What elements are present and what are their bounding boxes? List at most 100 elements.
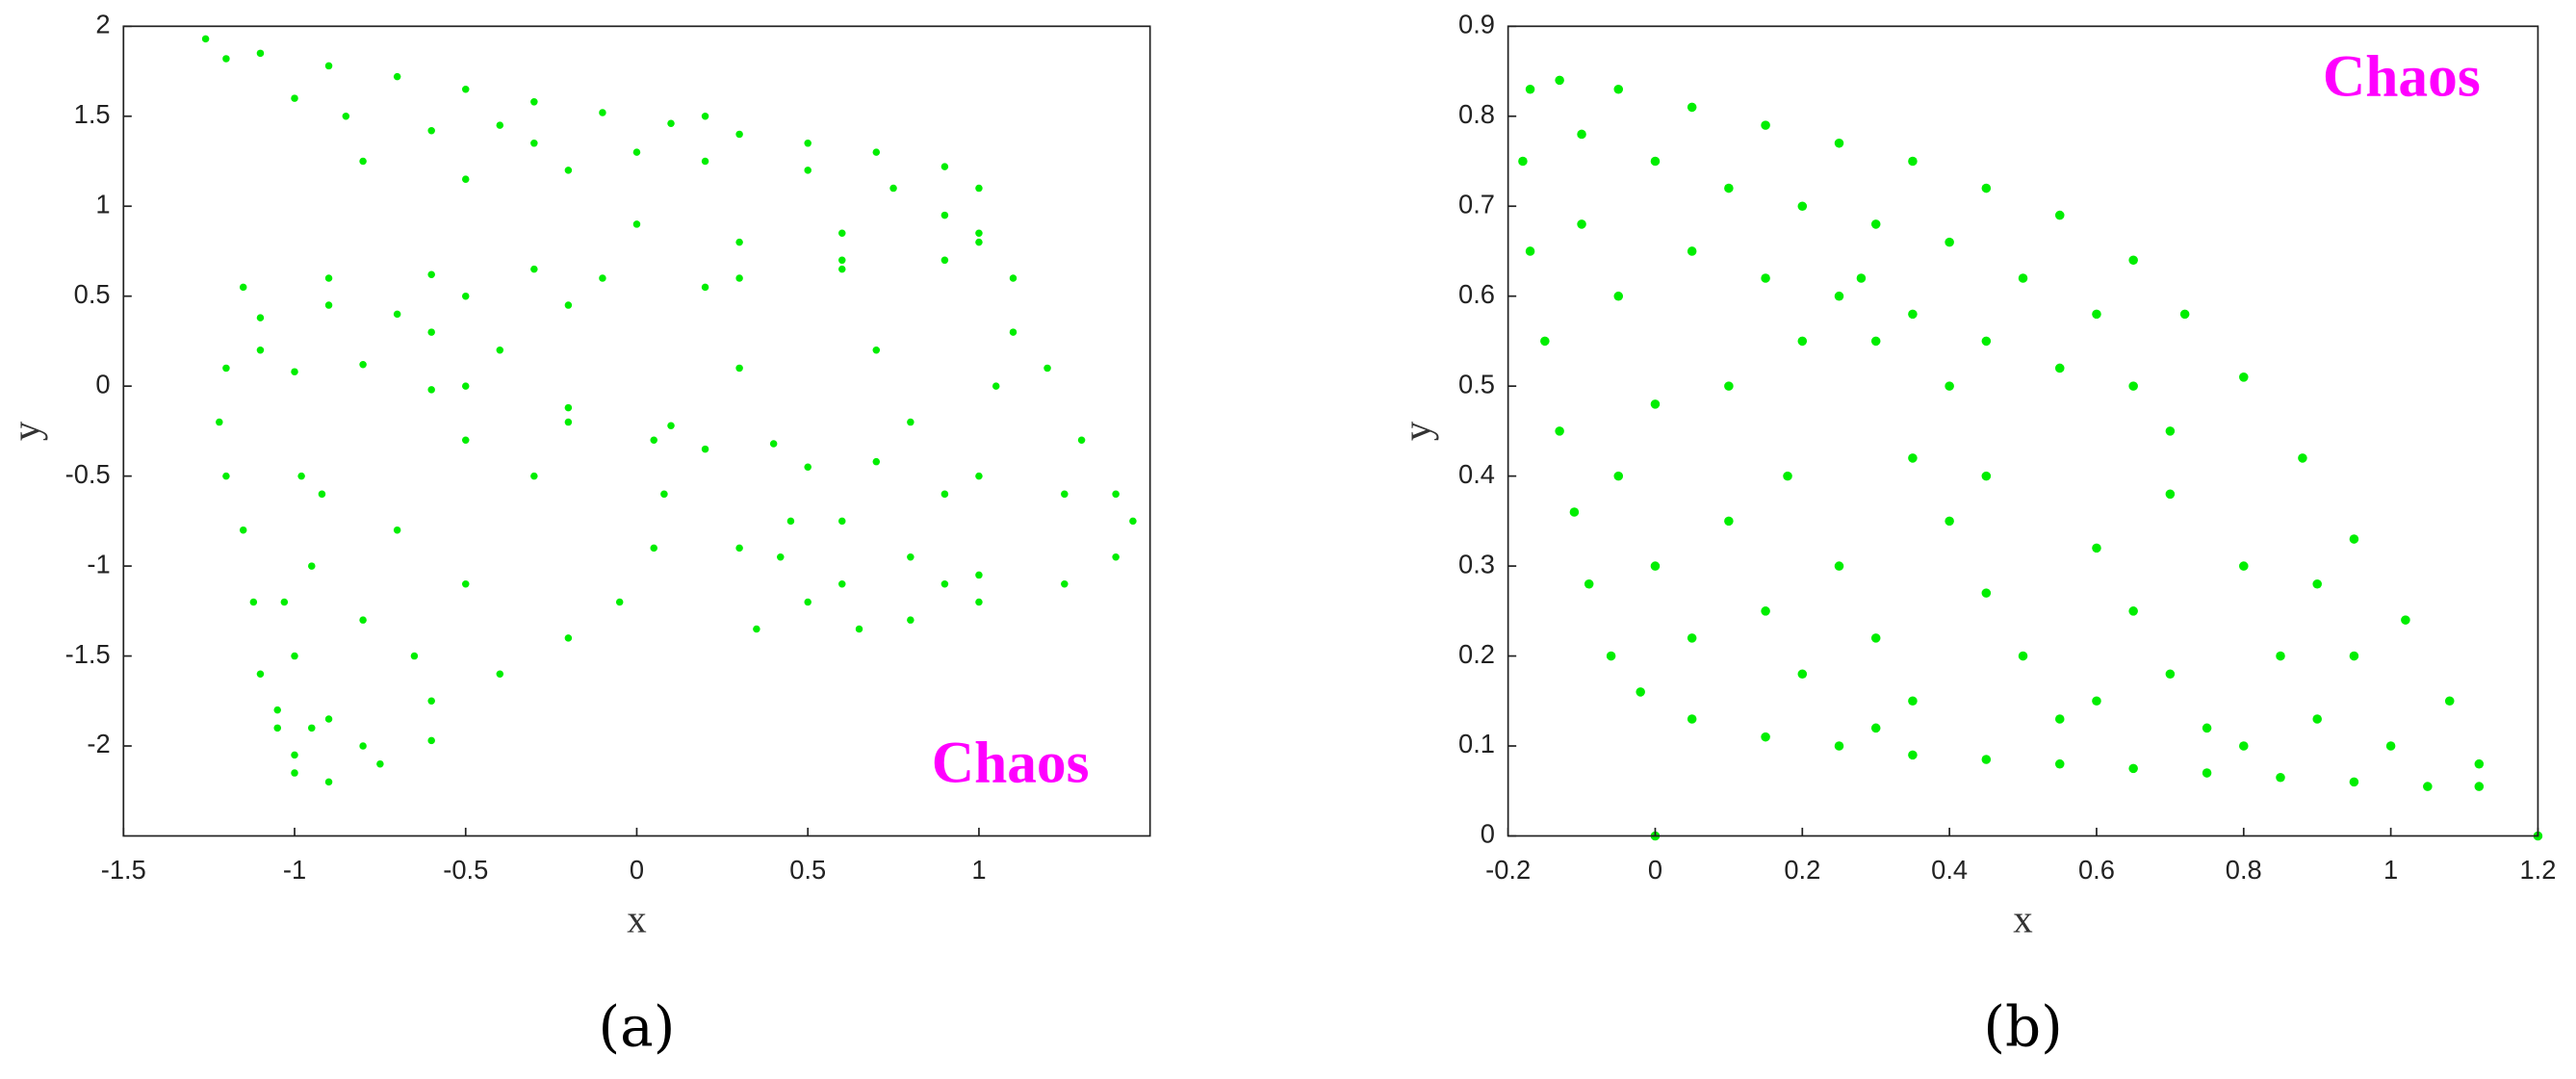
point	[804, 140, 811, 147]
point	[256, 670, 265, 678]
point	[1112, 490, 1120, 499]
point	[872, 347, 881, 354]
point	[359, 360, 367, 369]
point	[975, 184, 983, 193]
y-axis-title: y	[1396, 421, 1439, 441]
point	[786, 517, 795, 526]
point	[280, 598, 289, 606]
point	[222, 55, 230, 63]
point	[2054, 363, 2065, 373]
point	[804, 463, 811, 472]
plot-area	[123, 26, 1150, 836]
point	[530, 472, 538, 480]
point	[599, 109, 606, 116]
point	[496, 347, 504, 354]
point	[2349, 777, 2359, 787]
point	[222, 364, 230, 373]
point	[701, 445, 709, 453]
point	[2054, 714, 2065, 724]
point	[201, 35, 210, 43]
point	[1650, 399, 1661, 409]
point	[564, 418, 573, 426]
x-tick-label: 0	[1648, 855, 1662, 885]
y-tick-label: 0.1	[1458, 729, 1495, 758]
point	[1687, 102, 1697, 113]
point	[2092, 543, 2101, 553]
point	[2202, 768, 2212, 778]
point	[2202, 723, 2212, 733]
point	[1555, 75, 1564, 86]
point	[1981, 471, 1992, 481]
point	[1687, 246, 1697, 256]
y-tick-label: -1.5	[65, 639, 111, 669]
point	[632, 148, 641, 156]
point	[2054, 758, 2065, 769]
point	[838, 580, 846, 588]
point	[1761, 606, 1770, 616]
point	[907, 616, 914, 624]
point	[2165, 489, 2176, 500]
point	[804, 167, 811, 174]
point	[838, 229, 846, 238]
point	[530, 98, 538, 106]
point	[1797, 201, 1808, 212]
point	[1687, 714, 1697, 724]
point	[1043, 364, 1051, 373]
x-tick-label: 1	[971, 855, 986, 885]
point	[324, 715, 333, 723]
point	[804, 598, 811, 606]
x-tick-label: 0	[630, 855, 644, 885]
point	[2092, 696, 2101, 706]
point	[2312, 714, 2322, 724]
axes-frame	[1507, 25, 2539, 837]
point	[1129, 517, 1137, 526]
point	[2239, 373, 2249, 382]
point	[2239, 741, 2249, 751]
point	[2128, 381, 2138, 391]
point	[2165, 426, 2176, 436]
y-tick-label: 0	[95, 369, 110, 398]
point	[1981, 755, 1992, 764]
x-tick-label: 1	[2383, 855, 2398, 885]
point	[273, 724, 281, 732]
point	[1797, 669, 1808, 680]
y-tick-label: 0.6	[1458, 279, 1495, 309]
point	[239, 526, 247, 534]
point	[2312, 578, 2322, 589]
point	[2128, 606, 2138, 616]
point	[291, 769, 298, 777]
point	[1525, 84, 1535, 94]
point	[249, 598, 258, 606]
point	[427, 386, 435, 394]
y-tick-label: 1	[95, 189, 110, 218]
point	[1908, 696, 1918, 706]
point	[1856, 273, 1867, 283]
annotation: Chaos	[2323, 43, 2481, 109]
point	[308, 562, 316, 570]
point	[564, 634, 573, 642]
point	[461, 292, 470, 300]
point	[1834, 561, 1844, 571]
point	[1870, 723, 1881, 733]
point	[1606, 651, 1616, 661]
point	[291, 751, 298, 759]
point	[667, 119, 675, 127]
y-tick-label: 0.9	[1458, 10, 1495, 39]
point	[359, 742, 367, 750]
point	[975, 472, 983, 480]
point	[975, 238, 983, 246]
point	[2054, 210, 2065, 220]
point	[1540, 336, 1550, 347]
y-axis-title: y	[4, 421, 47, 441]
point	[324, 62, 333, 70]
point	[461, 436, 470, 444]
caption: (a)	[599, 994, 676, 1060]
point	[1687, 633, 1697, 643]
point	[239, 283, 247, 292]
point	[496, 121, 504, 129]
point	[975, 598, 983, 606]
point	[1908, 750, 1918, 760]
point	[769, 440, 778, 448]
point	[907, 552, 914, 561]
point	[1650, 156, 1661, 167]
